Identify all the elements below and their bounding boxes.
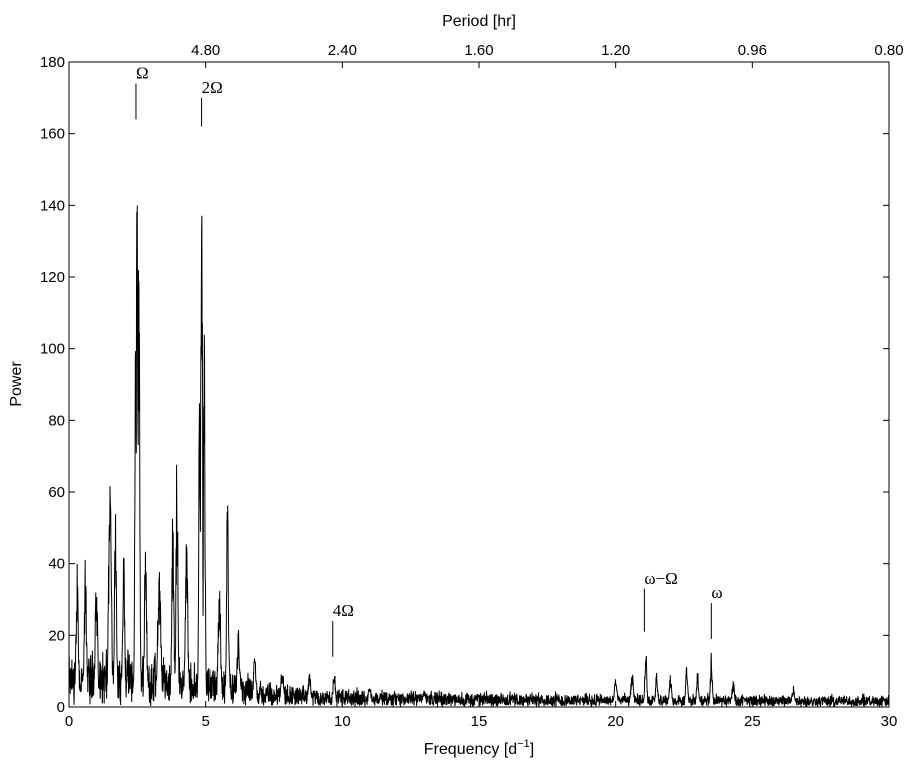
x-axis-title-end: ]	[530, 741, 534, 758]
y-tick-label: 180	[40, 54, 65, 71]
y-axis-title: Power	[8, 361, 25, 407]
top-tick-label: 4.80	[191, 42, 220, 59]
top-tick-label: 1.20	[601, 42, 630, 59]
top-tick-label: 2.40	[328, 42, 357, 59]
plot-frame	[68, 61, 890, 708]
top-axis-title: Period [hr]	[442, 13, 516, 30]
annotation-label: Ω	[136, 64, 149, 83]
peak-annotations: Ω 2Ω 4Ω ω−Ω ω	[135, 64, 723, 657]
axis-ticks	[68, 61, 890, 708]
annotation-label: 4Ω	[333, 601, 354, 620]
y-tick-label: 20	[48, 627, 65, 644]
x-tick-label: 20	[607, 713, 624, 730]
y-tick-label: 0	[57, 699, 65, 716]
x-tick-label: 15	[471, 713, 488, 730]
y-tick-label: 160	[40, 126, 65, 143]
x-tick-label: 25	[744, 713, 761, 730]
annotation-label: ω	[711, 583, 722, 602]
y-tick-label: 80	[48, 412, 65, 429]
y-tick-label: 100	[40, 341, 65, 358]
top-tick-label: 1.60	[464, 42, 493, 59]
x-axis-title: Frequency [d−1]	[424, 738, 534, 758]
x-tick-label: 10	[334, 713, 351, 730]
y-tick-label: 40	[48, 556, 65, 573]
x-tick-label: 5	[201, 713, 209, 730]
x-tick-label: 30	[881, 713, 898, 730]
top-tick-label: 0.96	[738, 42, 767, 59]
x-axis-title-main: Frequency [d	[424, 741, 517, 758]
x-tick-label: 0	[65, 713, 73, 730]
power-spectrum-line	[68, 205, 890, 708]
top-tick-label: 0.80	[874, 42, 903, 59]
x-axis-title-sup: −1	[517, 738, 530, 750]
annotation-label: 2Ω	[202, 78, 223, 97]
annotation-label: ω−Ω	[644, 569, 677, 588]
tick-labels: 0 5 10 15 20 25 30 0 20 40 60 80 100 120 140 160 180 4.80…	[40, 42, 904, 730]
y-tick-label: 140	[40, 197, 65, 214]
y-tick-label: 60	[48, 484, 65, 501]
y-tick-label: 120	[40, 269, 65, 286]
